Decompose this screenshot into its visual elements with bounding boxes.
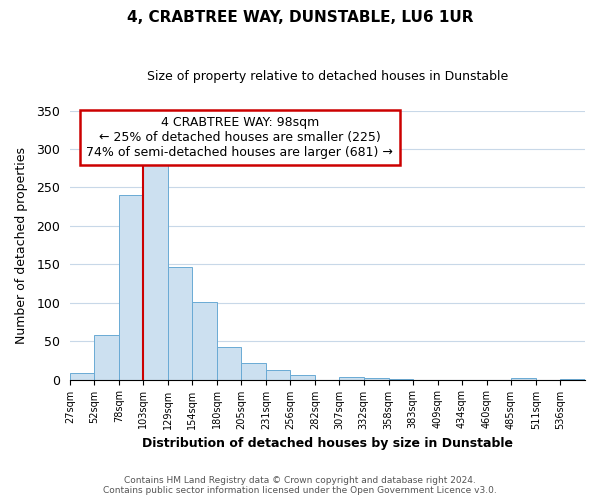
Bar [168,268,192,380]
Bar [511,378,536,380]
Bar [94,335,119,380]
Bar [119,195,143,380]
Bar [340,378,364,380]
Text: 4 CRABTREE WAY: 98sqm
← 25% of detached houses are smaller (225)
74% of semi-det: 4 CRABTREE WAY: 98sqm ← 25% of detached … [86,116,394,159]
Bar [217,348,241,380]
Bar [290,375,316,380]
Bar [389,379,413,380]
Bar [143,156,168,380]
X-axis label: Distribution of detached houses by size in Dunstable: Distribution of detached houses by size … [142,437,513,450]
Bar [70,374,94,380]
Bar [266,370,290,380]
Bar [560,379,585,380]
Y-axis label: Number of detached properties: Number of detached properties [15,146,28,344]
Bar [241,364,266,380]
Title: Size of property relative to detached houses in Dunstable: Size of property relative to detached ho… [147,70,508,83]
Text: Contains HM Land Registry data © Crown copyright and database right 2024.
Contai: Contains HM Land Registry data © Crown c… [103,476,497,495]
Bar [364,378,389,380]
Bar [192,302,217,380]
Text: 4, CRABTREE WAY, DUNSTABLE, LU6 1UR: 4, CRABTREE WAY, DUNSTABLE, LU6 1UR [127,10,473,25]
